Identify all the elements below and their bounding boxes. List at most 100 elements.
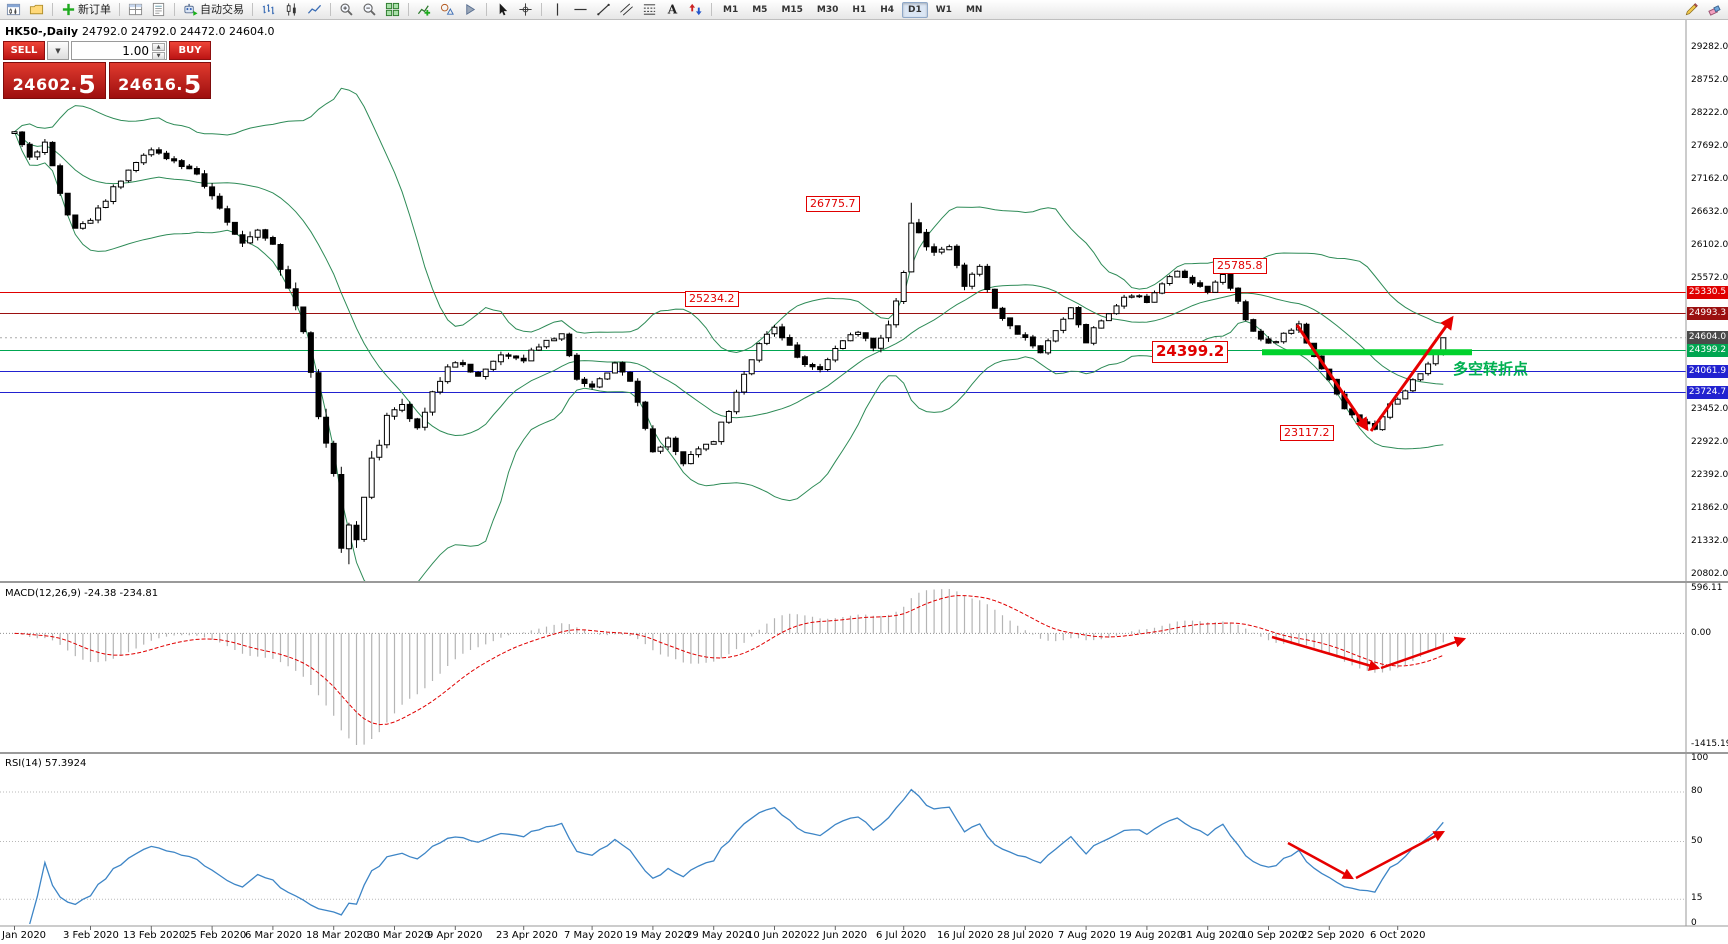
trendline-button[interactable] xyxy=(593,1,614,18)
timeframe-m30-button[interactable]: M30 xyxy=(816,4,839,15)
pencil-icon xyxy=(1685,3,1698,16)
sell-button[interactable]: SELL xyxy=(3,41,45,60)
arrows-button[interactable] xyxy=(685,1,706,18)
bollinger-upper-band xyxy=(14,87,1444,354)
horizontal-line-button[interactable] xyxy=(570,1,591,18)
bollinger-lower-band xyxy=(14,131,1444,582)
sell-price-button[interactable]: 24602. 5 xyxy=(3,62,106,99)
ohlc-values: 24792.0 24792.0 24472.0 24604.0 xyxy=(82,25,275,38)
toolbar-separator xyxy=(252,3,253,16)
chart-shift-icon xyxy=(466,3,476,16)
one-click-top-row: SELL ▼ 1.00 ▲ ▼ BUY xyxy=(3,41,211,60)
sell-price-big-digit: 5 xyxy=(78,70,96,99)
vertical-line-icon xyxy=(556,3,559,16)
text-button[interactable]: A xyxy=(662,1,683,18)
text-icon: A xyxy=(667,3,678,17)
indicators-icon xyxy=(417,5,431,16)
bar-chart-icon xyxy=(262,4,275,15)
toolbar: 新订单 自动交易 A M1 M5 M15 M30 H1 H4 D1 W1 MN xyxy=(0,0,1728,20)
timeframe-d1-button[interactable]: D1 xyxy=(902,1,928,18)
timeframe-h4-button[interactable]: H4 xyxy=(880,4,894,15)
price-pane[interactable] xyxy=(0,87,1686,596)
data-window-icon xyxy=(152,2,165,17)
timeframe-m15-button[interactable]: M15 xyxy=(781,4,803,15)
candlestick-button[interactable] xyxy=(281,1,302,18)
autotrade-button[interactable]: 自动交易 xyxy=(180,1,247,18)
cursor-button[interactable] xyxy=(492,1,513,18)
volume-down-button[interactable]: ▼ xyxy=(152,52,165,60)
macd-name: MACD(12,26,9) xyxy=(5,588,81,599)
timeframe-w1-button[interactable]: W1 xyxy=(935,4,952,15)
timeframe-h1-button[interactable]: H1 xyxy=(852,4,867,15)
volume-value: 1.00 xyxy=(122,43,149,58)
toolbar-separator xyxy=(486,3,487,16)
toolbar-separator xyxy=(541,3,542,16)
chart-ohlc-title: HK50-,Daily 24792.0 24792.0 24472.0 24604… xyxy=(5,25,275,38)
macd-label: MACD(12,26,9) -24.38 -234.81 xyxy=(5,588,158,599)
chart-window-icon xyxy=(6,3,21,16)
eraser-button[interactable] xyxy=(1704,1,1725,18)
trend-arrow[interactable] xyxy=(1355,830,1445,880)
market-watch-icon xyxy=(128,3,143,16)
horizontal-line-icon xyxy=(574,8,587,11)
buy-button[interactable]: BUY xyxy=(169,41,211,60)
rsi-line xyxy=(29,788,1444,925)
timeframe-mn-button[interactable]: MN xyxy=(965,4,983,15)
macd-signal-line xyxy=(14,595,1444,726)
bear-candles xyxy=(19,131,1378,549)
volume-input[interactable]: 1.00 ▲ ▼ xyxy=(71,41,167,60)
timeframe-m5-button[interactable]: M5 xyxy=(752,4,768,15)
macd-pane[interactable] xyxy=(0,589,1686,745)
sell-price-main: 24602. xyxy=(12,75,78,94)
crosshair-icon xyxy=(519,3,532,16)
tile-windows-button[interactable] xyxy=(382,1,403,18)
toolbar-separator xyxy=(174,3,175,16)
bar-chart-button[interactable] xyxy=(258,1,279,18)
arrows-icon xyxy=(689,3,702,16)
toolbar-separator xyxy=(711,3,712,16)
one-click-price-row: 24602. 5 24616. 5 xyxy=(3,62,211,99)
trend-arrow[interactable] xyxy=(1295,324,1369,432)
zoom-in-button[interactable] xyxy=(336,1,357,18)
rsi-name: RSI(14) xyxy=(5,758,42,769)
volume-up-button[interactable]: ▲ xyxy=(152,43,165,51)
toolbar-separator xyxy=(119,3,120,16)
rsi-pane[interactable] xyxy=(0,788,1686,925)
profiles-button[interactable] xyxy=(26,1,47,18)
fibonacci-button[interactable] xyxy=(639,1,660,18)
toolbar-separator xyxy=(408,3,409,16)
toolbar-separator xyxy=(52,3,53,16)
trend-arrow[interactable] xyxy=(1271,635,1381,671)
bull-candles xyxy=(11,131,1447,550)
objects-button[interactable] xyxy=(437,1,458,18)
volume-stepper: ▲ ▼ xyxy=(152,43,165,60)
buy-price-main: 24616. xyxy=(118,75,183,94)
trend-arrow[interactable] xyxy=(1369,315,1454,432)
chart-window-button[interactable] xyxy=(3,1,24,18)
timeframe-m1-button[interactable]: M1 xyxy=(723,4,739,15)
vertical-line-button[interactable] xyxy=(547,1,568,18)
new-order-button[interactable]: 新订单 xyxy=(58,1,114,18)
pencil-button[interactable] xyxy=(1681,1,1702,18)
trend-arrow[interactable] xyxy=(1287,841,1354,880)
one-click-trading-panel: SELL ▼ 1.00 ▲ ▼ BUY 24602. 5 24616. 5 xyxy=(3,41,211,99)
toolbar-separator xyxy=(330,3,331,16)
channel-button[interactable] xyxy=(616,1,637,18)
zoom-out-icon xyxy=(363,3,376,16)
macd-values: -24.38 -234.81 xyxy=(84,588,159,599)
indicators-button[interactable] xyxy=(414,1,435,18)
line-chart-icon xyxy=(307,4,322,14)
trend-arrow[interactable] xyxy=(1380,636,1467,670)
one-click-options-dropdown[interactable]: ▼ xyxy=(47,41,69,60)
line-chart-button[interactable] xyxy=(304,1,325,18)
data-window-button[interactable] xyxy=(148,1,169,18)
channel-icon xyxy=(620,3,633,16)
chart-shift-button[interactable] xyxy=(460,1,481,18)
objects-icon xyxy=(440,3,454,15)
buy-price-button[interactable]: 24616. 5 xyxy=(108,62,211,99)
market-watch-button[interactable] xyxy=(125,1,146,18)
zoom-in-icon xyxy=(340,3,353,16)
zoom-out-button[interactable] xyxy=(359,1,380,18)
crosshair-button[interactable] xyxy=(515,1,536,18)
